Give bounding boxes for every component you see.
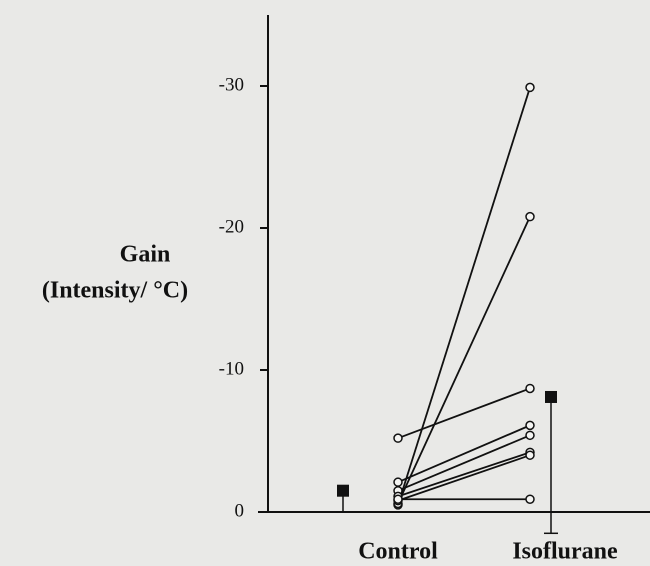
subject-point [525,420,535,431]
subject-point [525,383,535,394]
subject-point [525,82,535,93]
subject-point [393,494,403,504]
y-tick-label: 0 [235,500,245,521]
mean-marker [337,484,349,497]
subject-line [397,451,531,498]
y-tick-label: -10 [219,358,244,379]
subject-point [525,494,535,504]
subject-point [393,433,403,443]
subject-point [525,450,535,460]
mean-marker [545,390,557,403]
y-axis-label: Gain [120,242,171,268]
x-tick-label: Control [358,539,438,565]
subject-point [525,430,535,441]
subject-line [397,87,531,506]
subject-line [397,434,531,492]
y-tick-label: -30 [219,74,244,95]
subject-line [397,216,531,504]
subject-line [397,454,531,502]
subject-point [525,211,535,222]
x-tick-label: Isoflurane [512,539,618,565]
y-tick-label: -20 [219,216,244,237]
y-axis-label: (Intensity/ °C) [42,278,188,304]
subject-line [397,387,531,440]
subject-point [393,477,403,487]
subject-line [397,424,531,484]
